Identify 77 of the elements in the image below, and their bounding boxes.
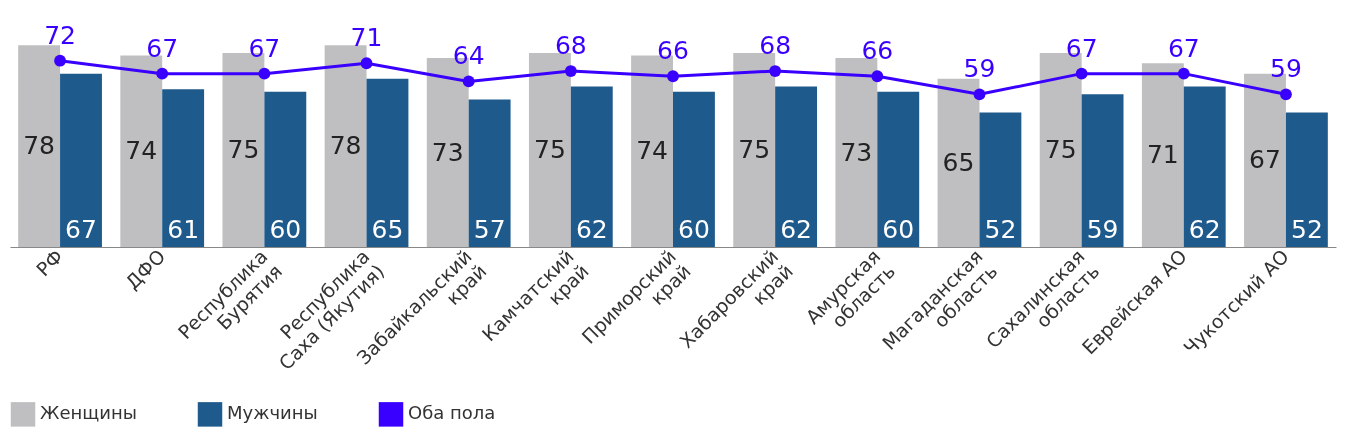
data-label: 72: [44, 20, 76, 50]
data-label: 57: [473, 215, 506, 244]
point: [871, 70, 884, 83]
data-label: 65: [942, 147, 975, 177]
data-label: 61: [167, 215, 200, 244]
data-label: 59: [963, 54, 996, 84]
data-label: 62: [575, 215, 608, 244]
data-label: 75: [227, 134, 260, 164]
data-label: 59: [1086, 215, 1119, 244]
data-label: 62: [780, 215, 813, 244]
point: [360, 57, 373, 70]
data-label: 67: [65, 215, 97, 244]
data-label: 66: [861, 36, 894, 66]
data-label: 67: [1065, 33, 1098, 63]
data-label: 60: [269, 215, 302, 244]
point: [667, 70, 679, 83]
data-label: 78: [329, 131, 362, 161]
bar: [733, 52, 776, 247]
point: [258, 67, 271, 80]
data-label: 74: [636, 136, 668, 166]
bar: [528, 52, 571, 247]
x-tick-label: РФ: [31, 245, 68, 281]
bar: [570, 86, 613, 247]
bar: [775, 86, 818, 247]
data-label: 52: [984, 215, 1017, 244]
data-label: 66: [657, 36, 689, 66]
point: [1075, 67, 1088, 80]
point: [769, 65, 782, 77]
bar: [1141, 63, 1184, 247]
data-label: 73: [840, 137, 873, 167]
legend-label: Оба пола: [408, 402, 496, 424]
bar: [673, 91, 715, 247]
point: [54, 54, 66, 67]
bar: [162, 89, 205, 247]
data-label: 64: [452, 41, 485, 71]
point: [973, 88, 986, 101]
bar: [468, 99, 511, 247]
data-label: 65: [371, 215, 404, 244]
point: [1177, 67, 1190, 80]
data-label: 71: [350, 23, 383, 53]
data-label: 68: [759, 31, 792, 61]
data-label: 73: [431, 137, 464, 167]
data-label: 62: [1188, 215, 1221, 244]
data-label: 75: [1044, 134, 1077, 164]
data-label: 78: [23, 131, 56, 161]
data-label: 75: [533, 134, 566, 164]
legend-label: Женщины: [40, 402, 137, 424]
data-label: 67: [146, 33, 179, 63]
point: [564, 65, 577, 77]
point: [1280, 88, 1292, 101]
bar: [979, 112, 1022, 247]
bar: [835, 58, 878, 247]
bar: [937, 78, 980, 247]
data-label: 67: [1167, 33, 1200, 63]
bar: [1081, 94, 1124, 247]
data-label: 68: [554, 31, 587, 61]
data-label: 75: [738, 134, 771, 164]
point: [462, 75, 475, 88]
data-label: 60: [882, 215, 915, 244]
data-label: 60: [678, 215, 710, 244]
bar: [877, 91, 920, 247]
bar: [1183, 86, 1226, 247]
bar: [120, 55, 163, 247]
data-label: 59: [1270, 54, 1302, 84]
data-label: 67: [1249, 145, 1281, 175]
bar: [366, 78, 409, 247]
bar: [60, 73, 102, 247]
data-label: 74: [125, 136, 158, 166]
bar: [1285, 112, 1328, 247]
bar: [18, 45, 61, 247]
data-label: 52: [1290, 215, 1323, 244]
point: [156, 67, 169, 80]
data-label: 67: [248, 33, 281, 63]
data-label: 71: [1146, 140, 1179, 170]
legend-label: Мужчины: [227, 402, 318, 424]
bar: [264, 91, 307, 247]
bar: [324, 45, 367, 247]
